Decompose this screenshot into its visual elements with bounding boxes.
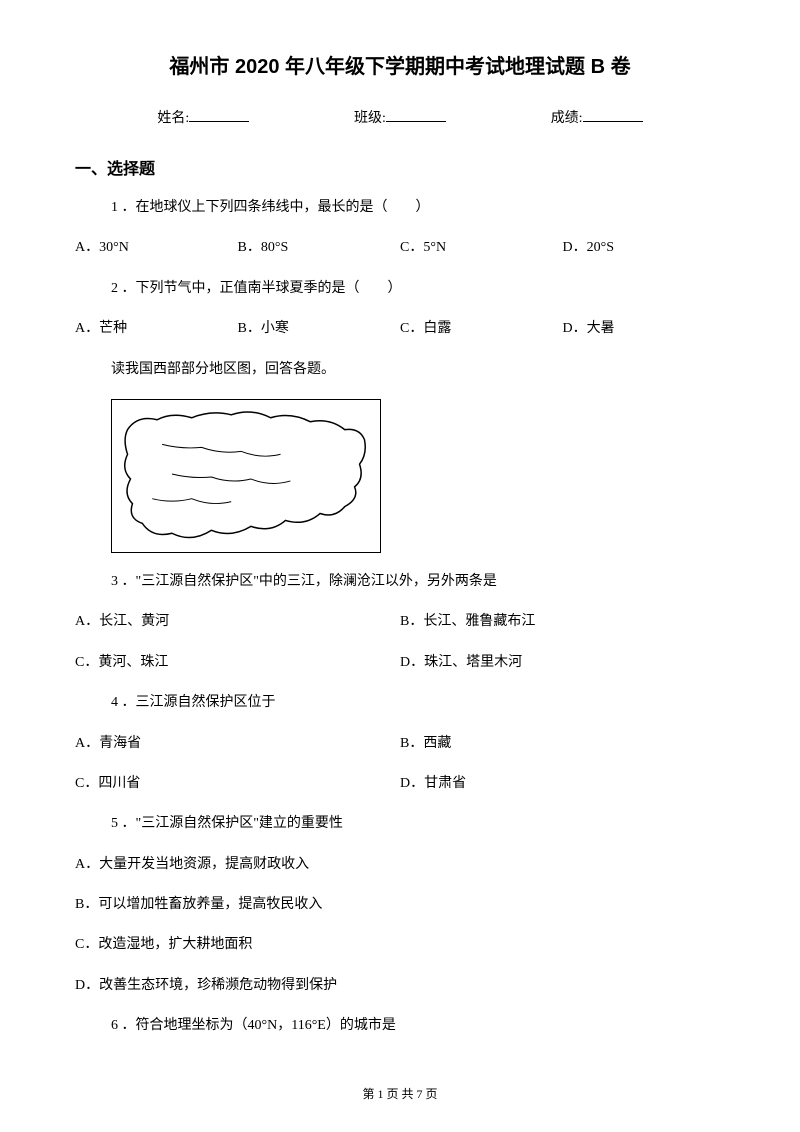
question-1: 1 ．在地球仪上下列四条纬线中，最长的是（ ） <box>75 197 725 219</box>
question-number: 5 <box>111 816 118 831</box>
question-1-options: A．30°N B．80°S C．5°N D．20°S <box>75 237 725 259</box>
question-4-options-row2: C．四川省 D．甘肃省 <box>75 773 725 795</box>
option-a: A．30°N <box>75 237 238 259</box>
option-c: C．改造湿地，扩大耕地面积 <box>75 934 725 956</box>
question-3-options-row2: C．黄河、珠江 D．珠江、塔里木河 <box>75 652 725 674</box>
question-5-options: A．大量开发当地资源，提高财政收入 B．可以增加牲畜放养量，提高牧民收入 C．改… <box>75 854 725 998</box>
option-a: A．大量开发当地资源，提高财政收入 <box>75 854 725 876</box>
option-d: D．珠江、塔里木河 <box>400 652 725 674</box>
question-3-options-row1: A．长江、黄河 B．长江、雅鲁藏布江 <box>75 611 725 633</box>
map-outline-svg <box>112 400 380 552</box>
option-a: A．芒种 <box>75 318 238 340</box>
option-b: B．80°S <box>238 237 401 259</box>
question-text: ．三江源自然保护区位于 <box>122 695 276 710</box>
question-number: 3 <box>111 574 118 589</box>
option-b: B．长江、雅鲁藏布江 <box>400 611 725 633</box>
option-c: C．5°N <box>400 237 563 259</box>
option-b: B．西藏 <box>400 733 725 755</box>
score-field-group: 成绩: <box>551 107 643 127</box>
option-c: C．黄河、珠江 <box>75 652 400 674</box>
question-text: ．符合地理坐标为（40°N，116°E）的城市是 <box>122 1018 396 1033</box>
page-title: 福州市 2020 年八年级下学期期中考试地理试题 B 卷 <box>75 50 725 79</box>
option-d: D．甘肃省 <box>400 773 725 795</box>
option-b: B．小寒 <box>238 318 401 340</box>
name-field-group: 姓名: <box>157 107 249 127</box>
question-6: 6 ．符合地理坐标为（40°N，116°E）的城市是 <box>75 1015 725 1037</box>
page-footer: 第 1 页 共 7 页 <box>0 1085 800 1102</box>
section-header: 一、选择题 <box>75 155 725 179</box>
option-b: B．可以增加牲畜放养量，提高牧民收入 <box>75 894 725 916</box>
question-number: 4 <box>111 695 118 710</box>
score-label: 成绩: <box>551 107 583 127</box>
option-d: D．改善生态环境，珍稀濒危动物得到保护 <box>75 975 725 997</box>
name-label: 姓名: <box>157 107 189 127</box>
footer-mid: 页 共 <box>383 1087 416 1101</box>
question-number: 1 <box>111 200 118 215</box>
question-number: 6 <box>111 1018 118 1033</box>
question-text: ．在地球仪上下列四条纬线中，最长的是（ ） <box>122 200 430 215</box>
question-4: 4 ．三江源自然保护区位于 <box>75 692 725 714</box>
question-number: 2 <box>111 281 118 296</box>
option-c: C．四川省 <box>75 773 400 795</box>
name-blank <box>189 108 249 122</box>
student-info-row: 姓名: 班级: 成绩: <box>75 107 725 127</box>
footer-prefix: 第 <box>362 1087 377 1101</box>
question-text: ．"三江源自然保护区"中的三江，除澜沧江以外，另外两条是 <box>122 574 497 589</box>
class-blank <box>386 108 446 122</box>
footer-suffix: 页 <box>423 1087 438 1101</box>
class-field-group: 班级: <box>354 107 446 127</box>
option-c: C．白露 <box>400 318 563 340</box>
question-5: 5 ．"三江源自然保护区"建立的重要性 <box>75 813 725 835</box>
option-d: D．20°S <box>563 237 726 259</box>
option-d: D．大暑 <box>563 318 726 340</box>
question-2: 2 ．下列节气中，正值南半球夏季的是（ ） <box>75 278 725 300</box>
question-2-options: A．芒种 B．小寒 C．白露 D．大暑 <box>75 318 725 340</box>
question-text: ．下列节气中，正值南半球夏季的是（ ） <box>122 281 402 296</box>
question-4-options-row1: A．青海省 B．西藏 <box>75 733 725 755</box>
question-3: 3 ．"三江源自然保护区"中的三江，除澜沧江以外，另外两条是 <box>75 571 725 593</box>
question-text: ．"三江源自然保护区"建立的重要性 <box>122 816 343 831</box>
class-label: 班级: <box>354 107 386 127</box>
option-a: A．长江、黄河 <box>75 611 400 633</box>
map-image <box>111 399 381 553</box>
score-blank <box>583 108 643 122</box>
option-a: A．青海省 <box>75 733 400 755</box>
context-text-1: 读我国西部部分地区图，回答各题。 <box>75 359 725 381</box>
